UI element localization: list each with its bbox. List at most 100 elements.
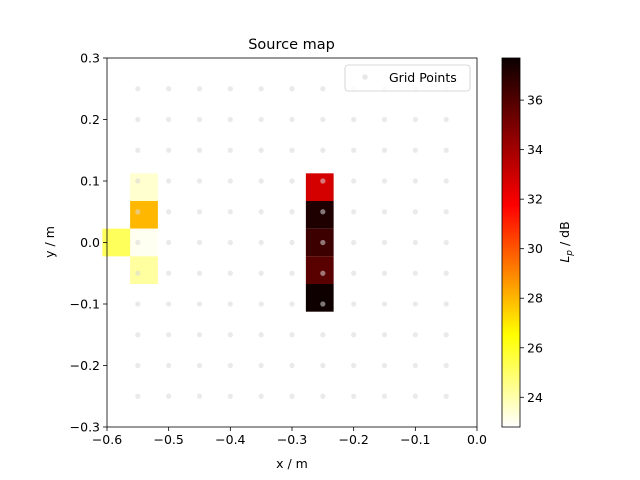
heatmap-cell: [305, 173, 334, 201]
y-tick-label: 0.2: [80, 112, 100, 127]
grid-point: [412, 270, 418, 276]
legend-box: [344, 64, 471, 92]
grid-point: [135, 239, 141, 246]
grid-point: [135, 147, 141, 153]
plot-area: [102, 57, 478, 428]
grid-point: [289, 86, 295, 92]
grid-point: [320, 147, 326, 153]
colorbar-tick-label: 24: [527, 390, 543, 405]
grid-point: [196, 239, 203, 246]
grid-point: [258, 301, 264, 307]
grid-point: [381, 270, 388, 276]
grid-point: [320, 270, 326, 276]
grid-point: [166, 116, 172, 123]
colorbar-gradient: [501, 57, 521, 428]
grid-point: [227, 178, 233, 184]
y-tick-label: 0.3: [80, 51, 100, 66]
grid-point: [227, 239, 233, 246]
grid-point: [320, 178, 326, 184]
grid-point: [351, 301, 357, 307]
grid-point: [320, 393, 326, 399]
grid-point: [443, 116, 449, 123]
grid-point: [443, 362, 449, 369]
y-axis-label: y / m: [42, 226, 57, 258]
heatmap-cell: [305, 200, 334, 229]
grid-point: [289, 147, 295, 153]
grid-point: [166, 393, 172, 399]
grid-point: [258, 362, 264, 369]
grid-point: [289, 116, 295, 123]
legend-marker: [362, 74, 368, 80]
grid-point: [320, 362, 326, 369]
grid-point: [258, 147, 264, 153]
grid-point: [166, 301, 172, 307]
grid-point: [196, 270, 203, 276]
grid-point: [412, 116, 418, 123]
grid-point: [196, 209, 203, 215]
grid-point: [227, 301, 233, 307]
grid-point: [320, 86, 326, 92]
grid-point: [412, 301, 418, 307]
grid-point: [258, 116, 264, 123]
grid-point: [227, 116, 233, 123]
x-tick-label: −0.3: [277, 432, 307, 447]
grid-point: [289, 301, 295, 307]
grid-point: [196, 393, 203, 399]
y-tick-label: 0.0: [80, 235, 100, 250]
grid-point: [443, 393, 449, 399]
grid-point: [381, 116, 388, 123]
grid-point: [443, 178, 449, 184]
grid-point: [289, 178, 295, 184]
grid-point: [227, 209, 233, 215]
grid-point: [381, 147, 388, 153]
grid-point: [166, 178, 172, 184]
grid-point: [289, 393, 295, 399]
colorbar-tick-label: 26: [527, 340, 543, 355]
grid-point: [320, 332, 326, 338]
grid-point: [381, 301, 388, 307]
grid-point: [227, 393, 233, 399]
legend-label: Grid Points: [389, 70, 457, 85]
grid-point: [289, 362, 295, 369]
grid-point: [320, 209, 326, 215]
y-tick-label: −0.1: [70, 297, 100, 312]
grid-point: [351, 147, 357, 153]
grid-point: [351, 270, 357, 276]
grid-point: [320, 116, 326, 123]
grid-point: [351, 239, 357, 246]
heatmap-cell: [130, 228, 158, 257]
grid-point: [381, 239, 388, 246]
grid-point: [320, 239, 326, 246]
heatmap-cell: [305, 284, 334, 312]
grid-point: [381, 362, 388, 369]
grid-point: [166, 147, 172, 153]
grid-point: [258, 86, 264, 92]
grid-point: [381, 332, 388, 338]
grid-point: [258, 393, 264, 399]
grid-point: [289, 209, 295, 215]
grid-point: [443, 209, 449, 215]
grid-point: [351, 332, 357, 338]
grid-point: [166, 332, 172, 338]
heatmap-cell: [130, 173, 158, 201]
heatmap-cell: [130, 256, 158, 285]
grid-point: [135, 362, 141, 369]
grid-point: [196, 178, 203, 184]
heatmap-cell: [305, 256, 334, 285]
heatmap-cell: [305, 228, 334, 257]
grid-point: [412, 362, 418, 369]
colorbar: 24 26 28 30 32 34 36 Lp / dB: [501, 57, 575, 428]
grid-point: [166, 209, 172, 215]
grid-point: [135, 116, 141, 123]
colorbar-tick-label: 34: [527, 142, 543, 157]
grid-point: [227, 362, 233, 369]
grid-point: [196, 86, 203, 92]
grid-point: [351, 209, 357, 215]
grid-point: [443, 332, 449, 338]
y-tick-label: 0.1: [80, 174, 100, 189]
y-tick-label: −0.3: [70, 420, 100, 435]
grid-point: [135, 86, 141, 92]
x-tick-label: −0.6: [92, 432, 122, 447]
x-tick-label: −0.1: [400, 432, 430, 447]
